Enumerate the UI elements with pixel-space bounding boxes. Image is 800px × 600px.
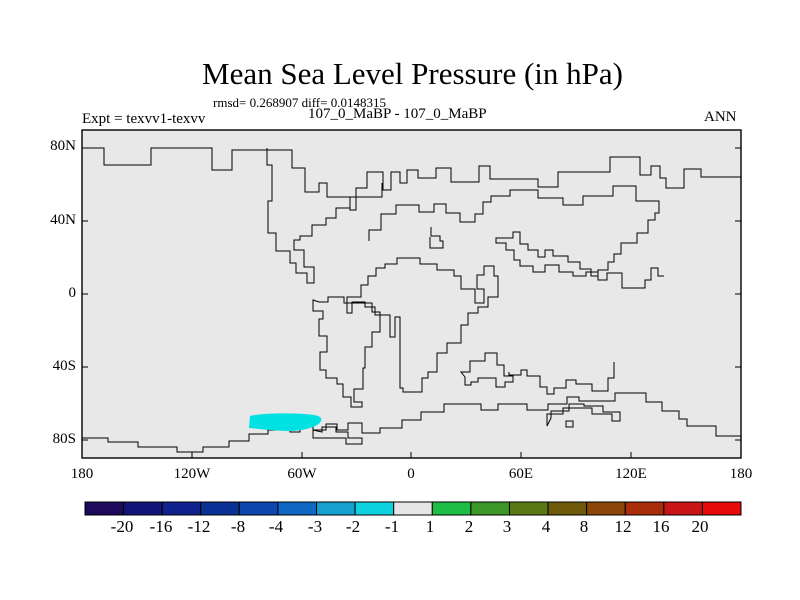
pressure-anomaly-region <box>249 413 322 431</box>
difference-label: 107_0_MaBP - 107_0_MaBP <box>308 106 487 122</box>
coastline-southern-islands <box>312 426 363 445</box>
coastline-madagascar <box>459 352 514 388</box>
colorbar-swatch <box>316 501 356 516</box>
coastline-small-island <box>565 420 574 428</box>
colorbar-label-m12: -12 <box>187 517 211 536</box>
x-tick-label-60w: 60W <box>287 466 317 482</box>
colorbar-swatch <box>547 501 588 516</box>
colorbar-swatch <box>470 501 510 516</box>
colorbar-swatch <box>586 501 626 516</box>
colorbar-label-12: 12 <box>614 517 632 536</box>
colorbar-swatch <box>123 501 163 516</box>
colorbar-label-3: 3 <box>502 517 512 536</box>
coastline-north-america <box>266 148 351 284</box>
colorbar-swatch <box>701 501 742 516</box>
plot-title: Mean Sea Level Pressure (in hPa) <box>202 56 623 91</box>
y-tick-label-40s: 40S <box>52 358 76 374</box>
colorbar-swatch <box>663 501 703 516</box>
colorbar-label-16: 16 <box>652 517 670 536</box>
x-tick-label-60e: 60E <box>508 466 534 482</box>
season-label: ANN <box>704 109 737 125</box>
x-tick-label-0: 0 <box>407 466 415 482</box>
x-tick-label-180w: 180 <box>70 466 94 482</box>
colorbar-swatch <box>393 501 433 516</box>
colorbar-label-m3: -3 <box>307 517 323 536</box>
coastlines <box>82 147 741 453</box>
colorbar <box>84 501 742 516</box>
colorbar-label-1: 1 <box>425 517 435 536</box>
colorbar-swatch <box>84 501 125 516</box>
coastline-north <box>82 147 741 211</box>
colorbar-swatch <box>354 501 395 516</box>
colorbar-label-m16: -16 <box>149 517 173 536</box>
coastline-greenland <box>350 183 383 198</box>
colorbar-swatch <box>200 501 240 516</box>
colorbar-swatch <box>624 501 665 516</box>
x-tick-label-120e: 120E <box>615 466 647 482</box>
colorbar-swatch <box>508 501 549 516</box>
colorbar-label-m20: -20 <box>110 517 134 536</box>
colorbar-swatch <box>431 501 472 516</box>
x-tick-label-180e: 180 <box>729 466 753 482</box>
y-tick-label-80n: 80N <box>50 138 76 154</box>
y-tick-label-40n: 40N <box>50 212 76 228</box>
stats-label: rmsd= 0.268907 diff= 0.0148315 <box>213 95 386 110</box>
map-background <box>82 130 741 458</box>
colorbar-label-m2: -2 <box>345 517 361 536</box>
coastline-antarctica <box>82 392 741 453</box>
x-axis-ticks <box>81 452 742 458</box>
coastline-australia <box>508 362 615 395</box>
coastline-europe <box>429 227 444 249</box>
colorbar-label-m4: -4 <box>268 517 284 536</box>
colorbar-swatch <box>238 501 279 516</box>
colorbar-label-2: 2 <box>464 517 474 536</box>
coastline-south-america <box>312 296 381 408</box>
y-tick-label-80s: 80S <box>52 431 76 447</box>
colorbar-swatch <box>277 501 318 516</box>
colorbar-swatch <box>161 501 202 516</box>
coastline-africa <box>346 257 499 393</box>
colorbar-label-20: 20 <box>691 517 709 536</box>
experiment-label: Expt = texvv1-texvv <box>82 111 206 127</box>
coastline-southern-ocean-island <box>546 403 621 427</box>
y-tick-label-eq: 0 <box>68 285 77 301</box>
coastline-eurasia <box>368 185 664 289</box>
x-tick-label-120w: 120W <box>173 466 211 482</box>
colorbar-label-4: 4 <box>541 517 551 536</box>
y-axis-ticks <box>82 147 741 441</box>
colorbar-label-m8: -8 <box>230 517 246 536</box>
colorbar-label-8: 8 <box>579 517 589 536</box>
colorbar-label-m1: -1 <box>384 517 400 536</box>
